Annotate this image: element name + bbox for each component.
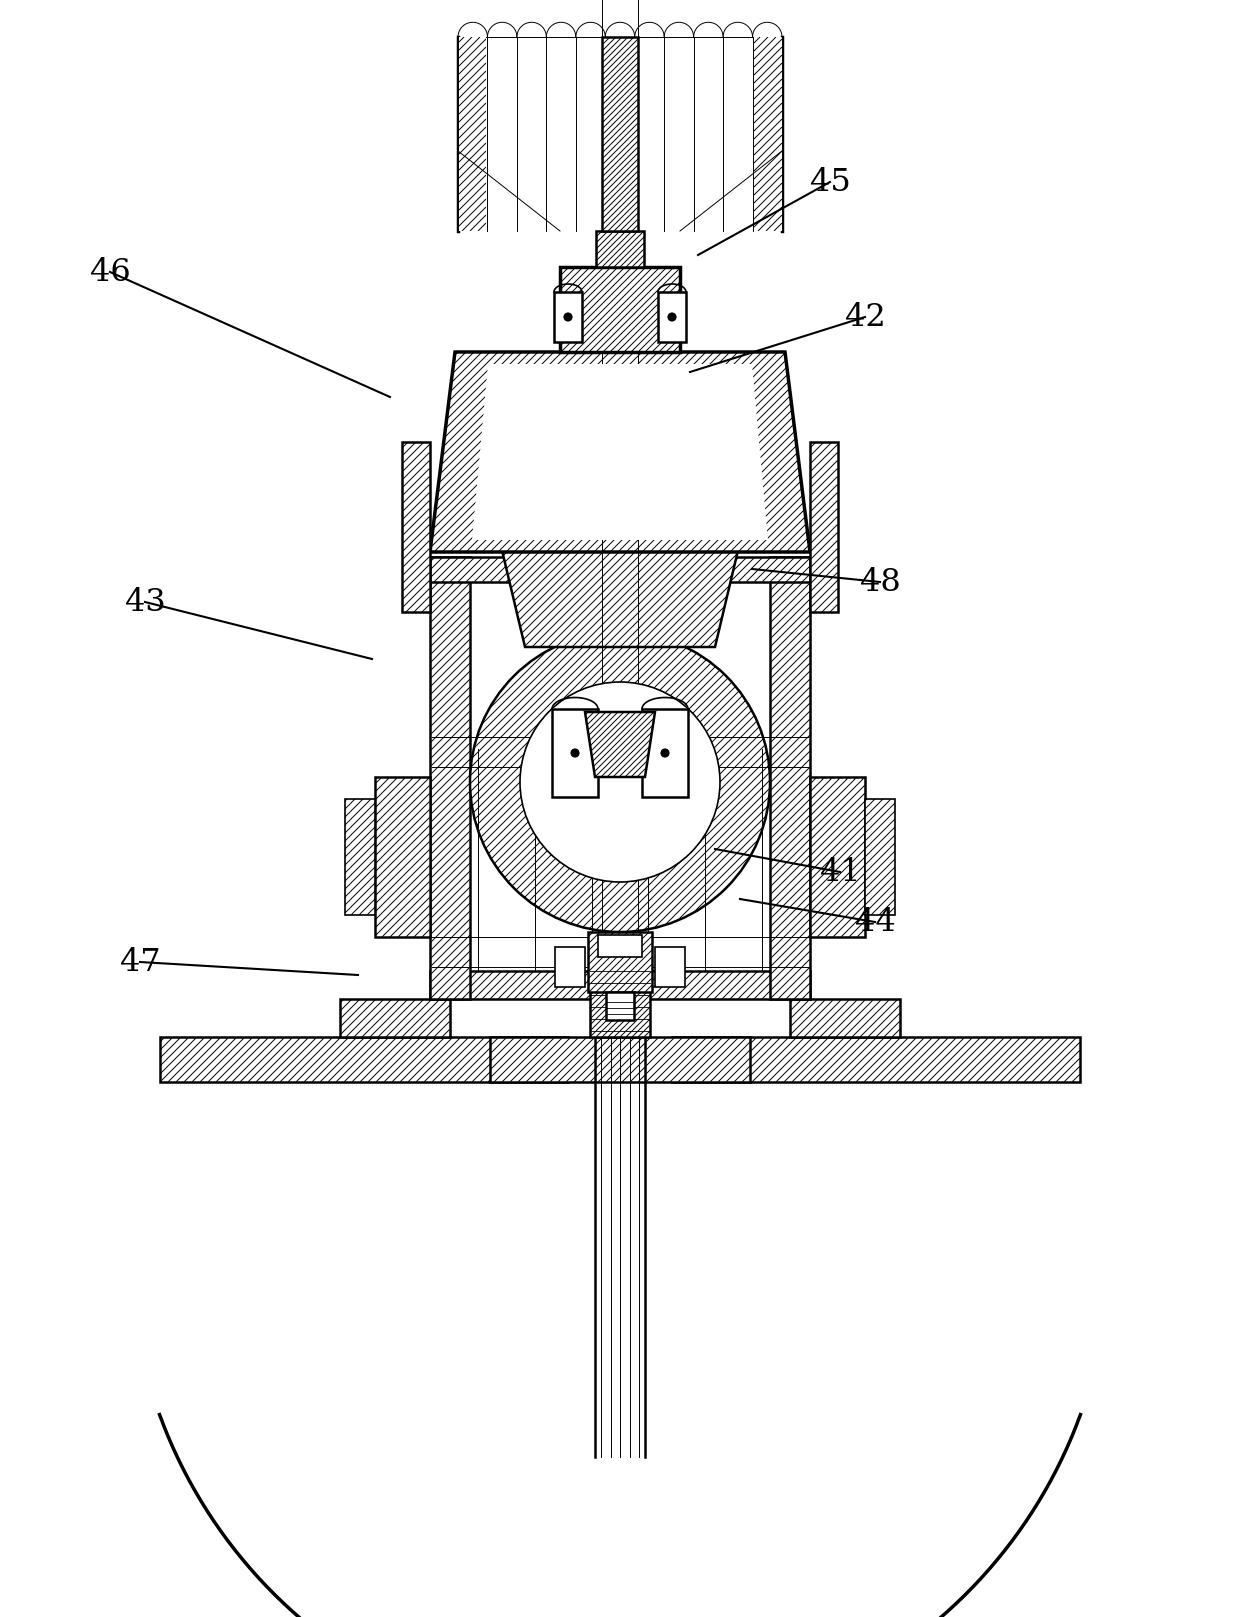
Polygon shape — [430, 353, 810, 551]
Circle shape — [570, 749, 579, 757]
Polygon shape — [458, 37, 486, 231]
Bar — [655, 948, 684, 986]
Bar — [642, 708, 688, 797]
Text: 44: 44 — [854, 907, 895, 938]
Polygon shape — [585, 711, 655, 778]
Polygon shape — [430, 970, 810, 999]
Polygon shape — [374, 778, 430, 936]
Polygon shape — [500, 542, 740, 647]
Circle shape — [668, 314, 676, 322]
Polygon shape — [866, 799, 895, 915]
Circle shape — [661, 749, 670, 757]
Bar — [598, 935, 642, 957]
Polygon shape — [472, 364, 768, 540]
Circle shape — [470, 632, 770, 931]
Bar — [658, 293, 686, 343]
Polygon shape — [588, 931, 652, 991]
Polygon shape — [490, 1036, 750, 1082]
Text: 45: 45 — [810, 167, 851, 197]
Polygon shape — [430, 556, 810, 582]
Polygon shape — [601, 37, 639, 231]
Text: 48: 48 — [859, 566, 900, 598]
Polygon shape — [430, 556, 470, 999]
Bar — [556, 948, 585, 986]
Polygon shape — [810, 778, 866, 936]
Polygon shape — [560, 267, 680, 353]
Bar — [552, 708, 598, 797]
Bar — [554, 293, 582, 343]
Polygon shape — [160, 1036, 568, 1082]
Polygon shape — [810, 441, 838, 611]
Text: 46: 46 — [89, 257, 130, 288]
Polygon shape — [402, 441, 430, 611]
Polygon shape — [672, 1036, 1080, 1082]
Polygon shape — [790, 999, 900, 1036]
Polygon shape — [770, 556, 810, 999]
Text: 47: 47 — [119, 946, 160, 978]
Circle shape — [564, 314, 572, 322]
Bar — [606, 991, 634, 1020]
Text: 42: 42 — [844, 301, 885, 333]
Text: 41: 41 — [820, 857, 861, 888]
Text: 43: 43 — [125, 587, 165, 618]
Polygon shape — [754, 37, 782, 231]
Polygon shape — [340, 999, 450, 1036]
Polygon shape — [596, 231, 644, 267]
Circle shape — [520, 682, 720, 881]
Polygon shape — [590, 957, 650, 1036]
Polygon shape — [345, 799, 374, 915]
